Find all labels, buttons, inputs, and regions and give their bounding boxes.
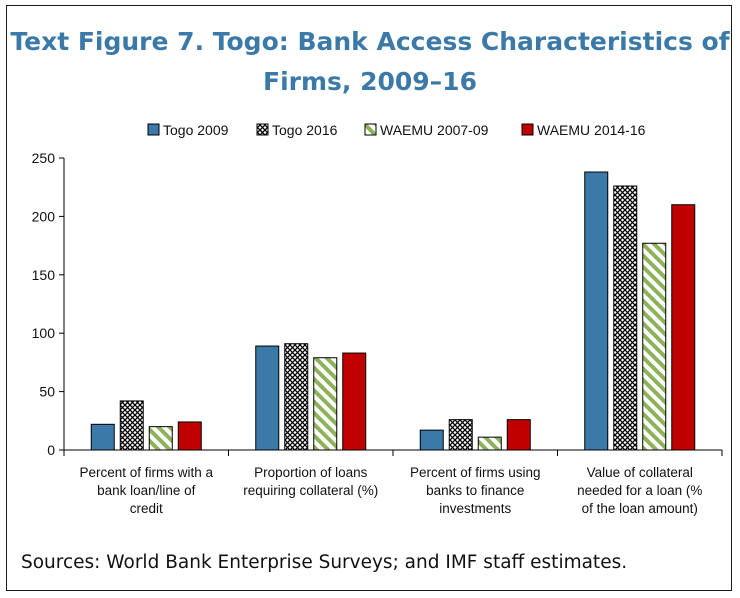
legend-swatch — [147, 123, 160, 136]
bar — [671, 204, 696, 451]
category-label: credit — [130, 501, 163, 516]
figure-frame: Text Figure 7. Togo: Bank Access Charact… — [6, 5, 732, 591]
category-label: Value of collateral — [587, 465, 693, 480]
bar — [448, 419, 473, 451]
bar — [284, 343, 309, 451]
y-tick-label: 0 — [47, 442, 55, 458]
bar — [584, 171, 609, 451]
category-label: Proportion of loans — [254, 465, 368, 480]
legend-label: WAEMU 2007-09 — [380, 122, 489, 138]
category-label: requiring collateral (%) — [243, 483, 378, 498]
category-label: banks to finance — [426, 483, 524, 498]
legend: Togo 2009 Togo 2016 WAEMU 2007-09 WAEMU 201… — [147, 122, 646, 138]
category-label: Percent of firms using — [410, 465, 541, 480]
y-tick-label: 150 — [32, 267, 56, 283]
category-label: needed for a loan (% — [577, 483, 702, 498]
category-label: of the loan amount) — [582, 501, 698, 516]
legend-swatch — [521, 123, 534, 136]
bar — [477, 436, 502, 451]
figure-title: Text Figure 7. Togo: Bank Access Charact… — [10, 27, 730, 96]
legend-label: Togo 2016 — [272, 122, 338, 138]
category-label: investments — [439, 501, 511, 516]
legend-label: WAEMU 2014-16 — [537, 122, 646, 138]
y-tick-label: 200 — [32, 208, 56, 224]
category-label: bank loan/line of — [97, 483, 196, 498]
legend-label: Togo 2009 — [163, 122, 229, 138]
source-note: Sources: World Bank Enterprise Surveys; … — [21, 552, 628, 573]
bar — [419, 429, 444, 451]
y-tick-label: 250 — [32, 150, 56, 166]
category-labels: Percent of firms with a bank loan/line of… — [79, 465, 702, 516]
bar — [342, 352, 367, 451]
bar — [90, 423, 115, 451]
bar — [506, 419, 531, 451]
bars — [90, 171, 696, 451]
axes: 0 50 100 150 200 250 — [32, 150, 723, 458]
bar — [613, 185, 638, 451]
bar — [148, 426, 173, 451]
bar — [313, 357, 338, 451]
y-tick-label: 100 — [32, 325, 56, 341]
legend-swatch — [364, 123, 377, 136]
bar — [177, 421, 202, 451]
bar — [255, 345, 280, 451]
bar — [642, 242, 667, 451]
y-tick-label: 50 — [39, 384, 55, 400]
category-label: Percent of firms with a — [79, 465, 213, 480]
bar — [119, 400, 144, 451]
legend-swatch — [256, 123, 269, 136]
